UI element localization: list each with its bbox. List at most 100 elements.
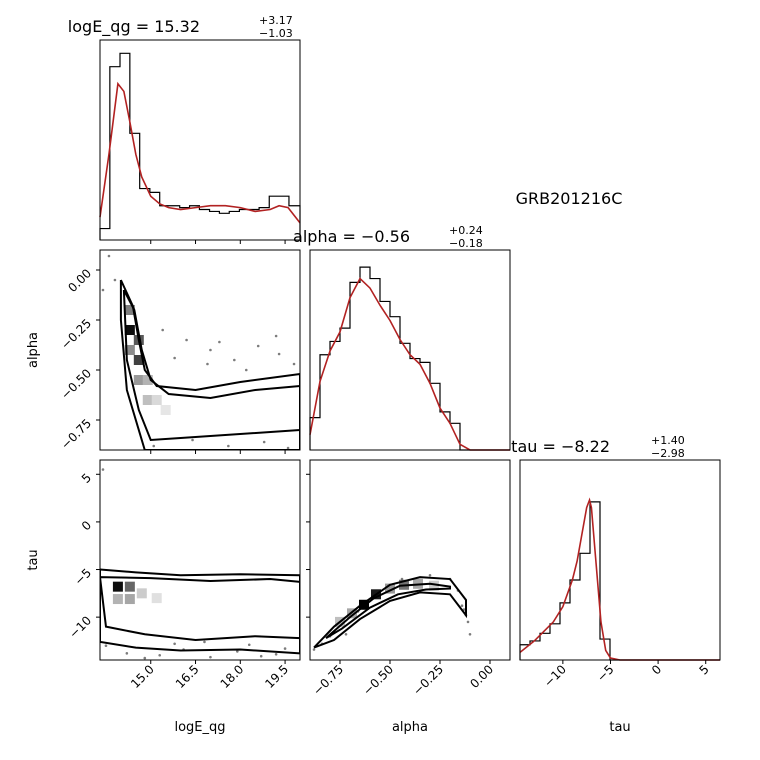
scatter-point xyxy=(227,444,230,448)
contour-line xyxy=(119,279,300,450)
scatter-point xyxy=(233,358,236,362)
density-cell xyxy=(112,581,123,592)
density-cell xyxy=(136,588,147,599)
title-tau: tau = −8.22 xyxy=(511,437,610,456)
scatter-point xyxy=(460,604,464,608)
title-tau-sup: +1.40 xyxy=(651,434,685,447)
density-cell xyxy=(133,355,144,365)
y-tick-label: −10 xyxy=(66,613,94,641)
scatter-point xyxy=(107,254,111,258)
kde-curve xyxy=(519,497,720,661)
scatter-point xyxy=(209,655,212,659)
scatter-point xyxy=(262,440,266,444)
scatter-point xyxy=(191,438,194,442)
histogram-steps xyxy=(99,52,301,240)
scatter-point xyxy=(206,362,209,366)
histogram-steps xyxy=(309,266,510,451)
scatter-point xyxy=(274,334,278,338)
x-tick-label: 15.0 xyxy=(128,662,157,691)
contour-line xyxy=(100,576,300,642)
panel-tau-vs-alpha: −0.75 −0.50 −0.25 0.00 xyxy=(306,459,511,698)
y-tick-label: −0.50 xyxy=(58,366,94,402)
y-tick-label: −0.25 xyxy=(58,316,94,352)
y-tick-label: 0 xyxy=(79,518,94,533)
panel-content xyxy=(312,573,472,651)
density-cell xyxy=(133,375,144,385)
x-tick-label: −5 xyxy=(594,662,616,684)
scatter-point xyxy=(428,573,432,577)
scatter-point xyxy=(158,653,162,657)
ylabel-tau: tau xyxy=(26,549,41,570)
panel-content xyxy=(100,468,300,660)
panel-alpha-marginal xyxy=(309,249,511,451)
scatter-point xyxy=(161,328,164,332)
title-logE_qg: logE_qg = 15.32 xyxy=(68,17,200,37)
xlabel-tau: tau xyxy=(609,720,630,735)
density-cell xyxy=(124,325,135,335)
panel-frame xyxy=(519,459,721,661)
x-tick-label: −0.50 xyxy=(360,662,396,698)
density-cell xyxy=(160,405,171,415)
x-tick-label: 0.00 xyxy=(467,662,496,691)
scatter-point xyxy=(173,642,176,646)
x-tick-label: 0 xyxy=(649,662,664,677)
scatter-point xyxy=(256,344,260,348)
x-tick-label: 16.5 xyxy=(173,662,202,691)
title-tau-sub: −2.98 xyxy=(651,447,685,460)
scatter-point xyxy=(400,577,404,581)
density-cell xyxy=(124,594,135,605)
title-logE_qg-sub: −1.03 xyxy=(259,27,293,40)
scatter-point xyxy=(113,278,117,282)
scatter-point xyxy=(344,632,348,636)
y-tick-label: −0.75 xyxy=(58,416,94,452)
density-cell xyxy=(429,580,439,591)
contour-line xyxy=(325,582,451,639)
contour-line xyxy=(313,576,467,649)
x-tick-label: 19.5 xyxy=(262,662,291,691)
ylabel-alpha: alpha xyxy=(26,332,41,368)
density-cell xyxy=(151,593,162,604)
panel-frame xyxy=(99,249,301,451)
density-cell xyxy=(385,583,395,594)
panel-content xyxy=(101,254,300,450)
scatter-point xyxy=(244,368,248,372)
scatter-point xyxy=(218,340,221,344)
scatter-point xyxy=(101,288,105,292)
kde-curve xyxy=(309,277,510,451)
scatter-point xyxy=(247,643,251,647)
x-tick-label: −0.75 xyxy=(310,662,346,698)
panel-tau-vs-logE_qg: 15.0 16.5 18.0 19.5 5 0 −5 −10 xyxy=(66,459,301,691)
x-tick-label: −10 xyxy=(541,662,569,690)
panel-frame xyxy=(99,459,301,661)
panel-alpha-vs-logE_qg: 0.00 −0.25 −0.50 −0.75 xyxy=(58,249,301,454)
density-cell xyxy=(112,594,123,605)
scatter-point xyxy=(292,362,296,366)
scatter-point xyxy=(259,654,263,658)
scatter-point xyxy=(104,644,108,648)
x-tick-label: 18.0 xyxy=(218,662,247,691)
contour-line xyxy=(122,289,300,442)
title-alpha-sub: −0.18 xyxy=(449,237,483,250)
scatter-point xyxy=(274,652,278,656)
density-cell xyxy=(142,395,153,405)
title-alpha-sup: +0.24 xyxy=(449,224,483,237)
density-cell xyxy=(124,305,135,315)
scatter-point xyxy=(312,648,316,651)
y-tick-label: 0.00 xyxy=(65,266,94,295)
xlabel-logE_qg: logE_qg xyxy=(174,720,225,735)
scatter-point xyxy=(125,652,129,655)
xlabel-alpha: alpha xyxy=(392,720,428,735)
histogram-steps xyxy=(519,501,720,661)
figure-label: GRB201216C xyxy=(516,189,623,208)
density-cell xyxy=(124,581,135,592)
scatter-point xyxy=(152,444,156,448)
scatter-point xyxy=(468,632,472,636)
scatter-point xyxy=(236,650,239,653)
kde-curve xyxy=(99,81,301,224)
panel-frame xyxy=(309,249,511,451)
scatter-point xyxy=(203,640,206,644)
y-tick-label: 5 xyxy=(79,471,94,486)
scatter-point xyxy=(143,656,147,660)
contour-line xyxy=(100,568,300,655)
